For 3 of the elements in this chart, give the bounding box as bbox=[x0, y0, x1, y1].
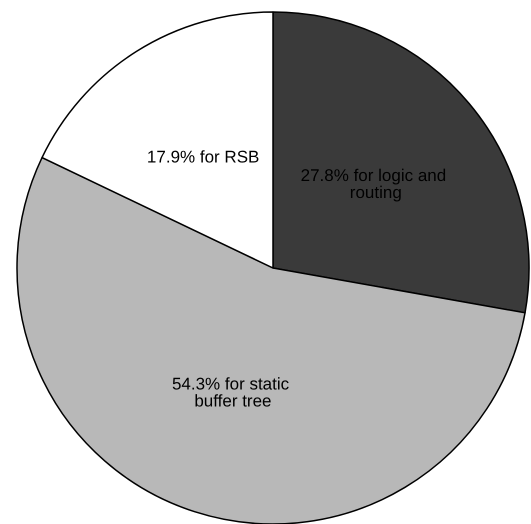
slice-label: 27.8% for logic and routing bbox=[300, 166, 446, 202]
slice-label: 54.3% for static buffer tree bbox=[172, 374, 294, 411]
slice-label: 17.9% for RSB bbox=[146, 148, 260, 167]
